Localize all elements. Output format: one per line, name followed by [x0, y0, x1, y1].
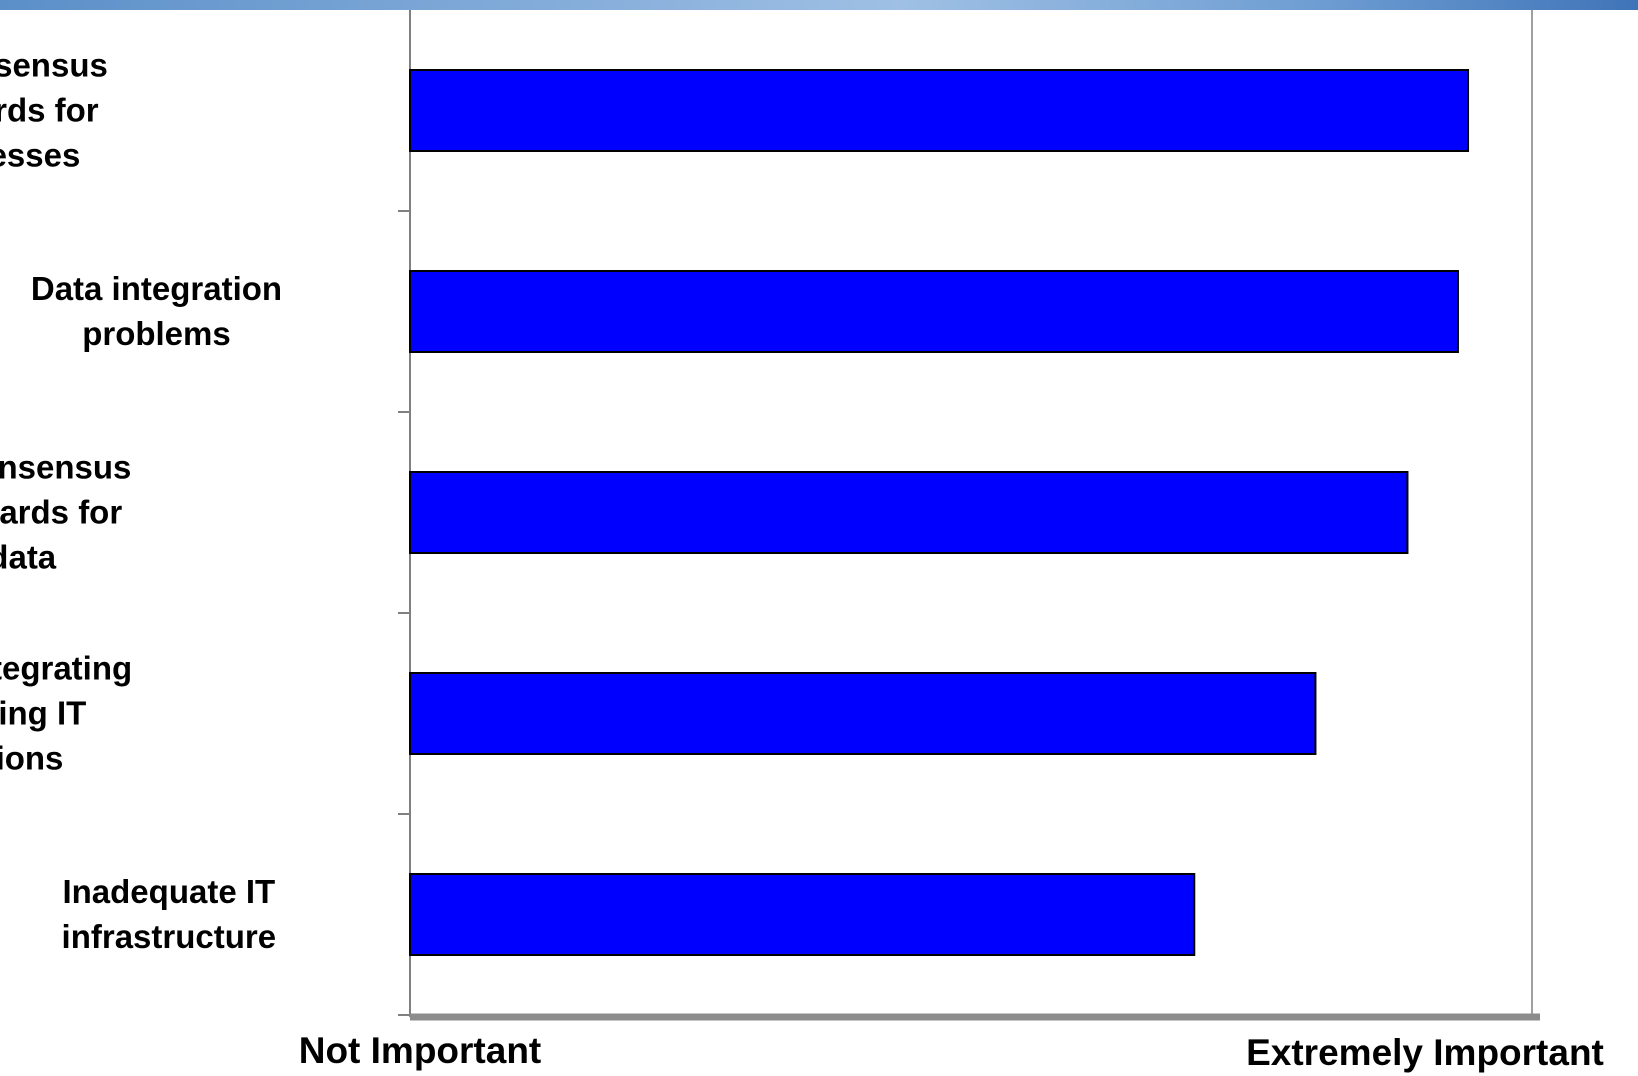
category-label-line: infrastructure	[62, 918, 277, 955]
category-label-line: with existing IT	[0, 695, 86, 732]
category-label-line: problems	[82, 315, 231, 352]
category-label-1: Lack of consensus and standards for NPD pr…	[0, 47, 108, 174]
category-label-2: Data integration problems	[31, 270, 282, 352]
category-label-line: Inadequate IT	[62, 873, 275, 910]
category-label-line: Lack of consensus	[0, 449, 131, 486]
chart-bars	[409, 69, 1470, 956]
top-banner	[0, 0, 1638, 10]
bar-3	[409, 471, 1409, 554]
category-label-line: Problems integrating	[0, 650, 132, 687]
bar-1	[409, 69, 1470, 152]
category-label-line: and standards for	[0, 494, 122, 531]
category-label-line: Data integration	[31, 270, 282, 307]
bar-2	[409, 270, 1459, 353]
bar-5	[409, 873, 1196, 956]
category-label-line: NPD data	[0, 539, 57, 576]
category-label-3: Lack of consensus and standards for NPD da…	[0, 449, 131, 576]
category-label-line: and standards for	[0, 92, 99, 129]
x-axis-max-label: Extremely Important	[1246, 1032, 1604, 1073]
category-label-5: Inadequate IT infrastructure	[62, 873, 277, 955]
category-label-line: applications	[0, 740, 63, 777]
bar-4	[409, 672, 1317, 755]
category-label-line: NPD processes	[0, 137, 80, 174]
x-axis-min-label: Not Important	[299, 1030, 542, 1071]
category-labels: Lack of consensus and standards for NPD pr…	[0, 47, 282, 956]
category-label-4: Problems integrating with existing IT appl…	[0, 650, 132, 777]
category-label-line: Lack of consensus	[0, 47, 108, 84]
